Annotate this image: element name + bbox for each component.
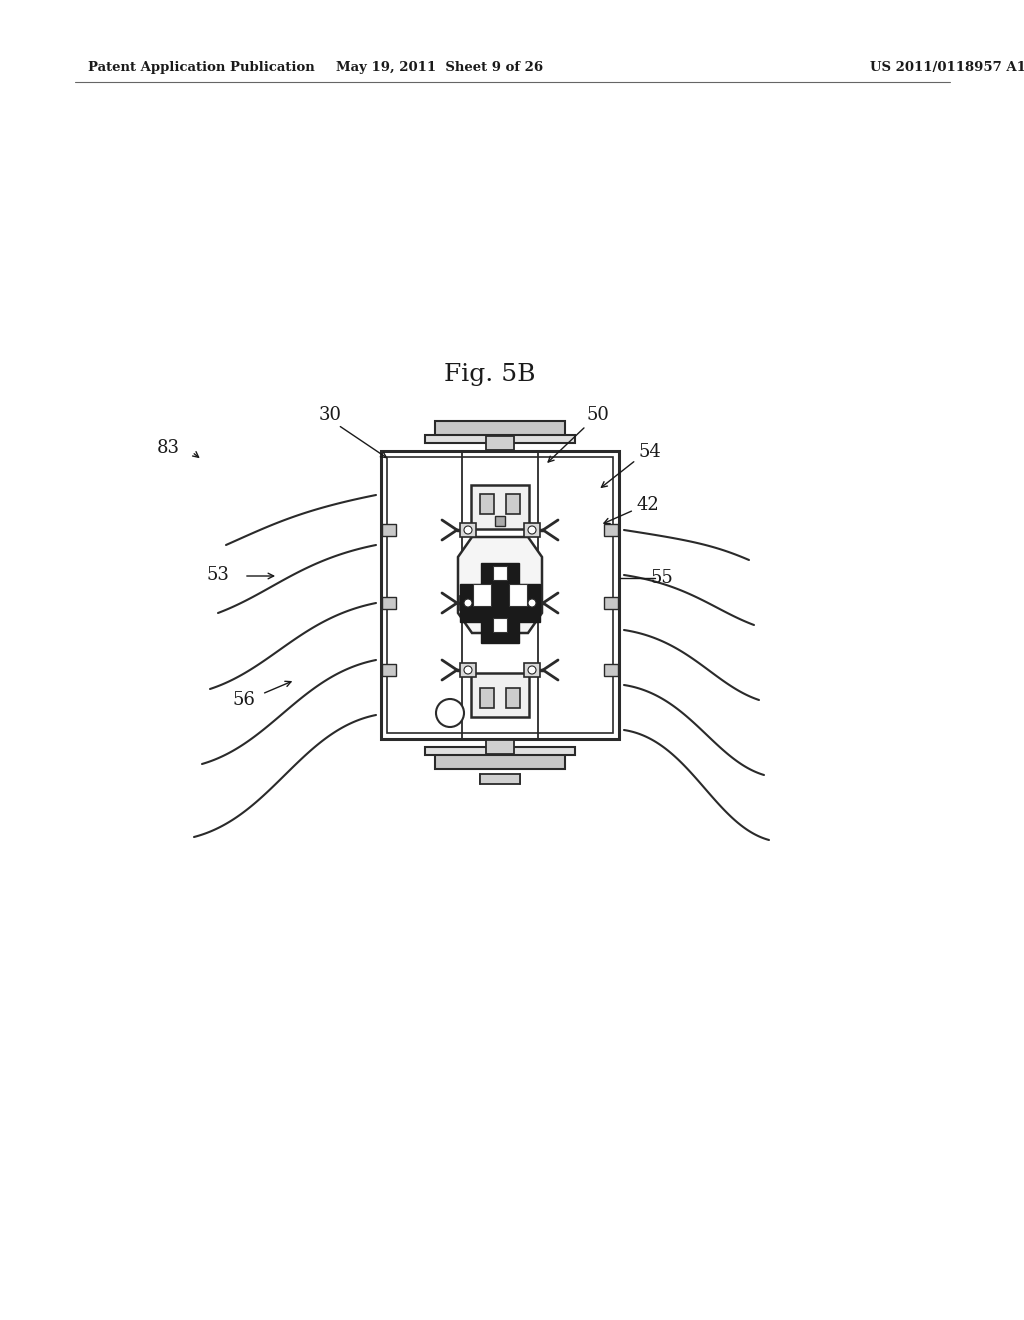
Text: US 2011/0118957 A1: US 2011/0118957 A1 — [870, 62, 1024, 74]
Bar — [460, 597, 476, 610]
Bar — [387, 457, 613, 733]
Bar — [509, 583, 527, 606]
Text: 50: 50 — [587, 407, 609, 424]
Bar — [604, 664, 618, 676]
Bar — [381, 451, 618, 739]
Bar — [460, 523, 476, 537]
Bar — [382, 597, 396, 609]
Bar — [480, 774, 520, 784]
Text: 42: 42 — [637, 496, 659, 513]
Circle shape — [528, 667, 536, 675]
Circle shape — [464, 599, 472, 607]
Bar — [382, 664, 396, 676]
Circle shape — [528, 599, 536, 607]
Bar — [524, 523, 540, 537]
Bar — [524, 597, 540, 610]
Bar — [486, 436, 514, 450]
Text: 53: 53 — [207, 566, 229, 583]
Circle shape — [436, 700, 464, 727]
Bar — [506, 494, 520, 513]
Circle shape — [464, 667, 472, 675]
Bar — [425, 436, 575, 444]
Bar — [473, 583, 490, 606]
Bar — [435, 421, 565, 437]
Text: May 19, 2011  Sheet 9 of 26: May 19, 2011 Sheet 9 of 26 — [337, 62, 544, 74]
Bar — [481, 564, 519, 643]
Bar — [480, 494, 494, 513]
Bar — [471, 484, 529, 529]
Bar — [480, 688, 494, 708]
Bar — [506, 688, 520, 708]
Bar — [471, 673, 529, 717]
Polygon shape — [458, 537, 542, 634]
Text: Patent Application Publication: Patent Application Publication — [88, 62, 314, 74]
Bar — [493, 618, 507, 632]
Text: 83: 83 — [157, 440, 179, 457]
Circle shape — [528, 525, 536, 535]
Text: 55: 55 — [650, 569, 674, 587]
Bar — [604, 597, 618, 609]
Text: Fig. 5B: Fig. 5B — [444, 363, 536, 387]
Text: 30: 30 — [318, 407, 341, 424]
Bar — [425, 747, 575, 755]
Bar — [524, 663, 540, 677]
Bar — [486, 741, 514, 754]
Bar — [604, 524, 618, 536]
Text: 54: 54 — [639, 444, 662, 461]
Text: 56: 56 — [232, 690, 255, 709]
Bar — [460, 663, 476, 677]
Bar — [382, 524, 396, 536]
Bar — [495, 516, 505, 525]
Bar — [493, 566, 507, 579]
Bar — [460, 583, 540, 622]
Circle shape — [464, 525, 472, 535]
Bar — [435, 752, 565, 770]
